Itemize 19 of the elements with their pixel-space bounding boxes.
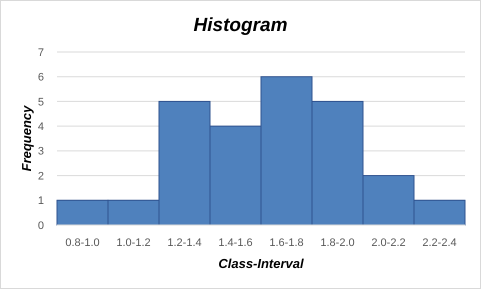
y-axis-title: Frequency (19, 104, 34, 172)
y-tick-label: 3 (38, 146, 44, 158)
y-tick-label: 4 (38, 120, 44, 133)
y-tick-label: 2 (38, 170, 44, 182)
x-tick-label: 0.8-1.0 (65, 236, 100, 249)
x-tick-label: 1.6-1.8 (269, 236, 304, 249)
y-tick-label: 0 (38, 220, 44, 232)
x-tick-label: 1.0-1.2 (116, 236, 151, 249)
x-tick-label: 1.2-1.4 (167, 236, 202, 249)
x-tick-label: 1.8-2.0 (320, 236, 355, 249)
x-axis-title: Class-Interval (218, 256, 304, 271)
y-tick-label: 6 (38, 72, 44, 84)
y-tick-label: 1 (38, 195, 44, 208)
y-tick-label: 5 (38, 96, 44, 108)
y-tick-label: 7 (38, 46, 44, 59)
chart-title: Histogram (194, 15, 288, 36)
x-tick-label: 2.0-2.2 (371, 236, 406, 249)
x-tick-label: 2.2-2.4 (422, 236, 457, 249)
x-tick-label: 1.4-1.6 (218, 236, 253, 249)
